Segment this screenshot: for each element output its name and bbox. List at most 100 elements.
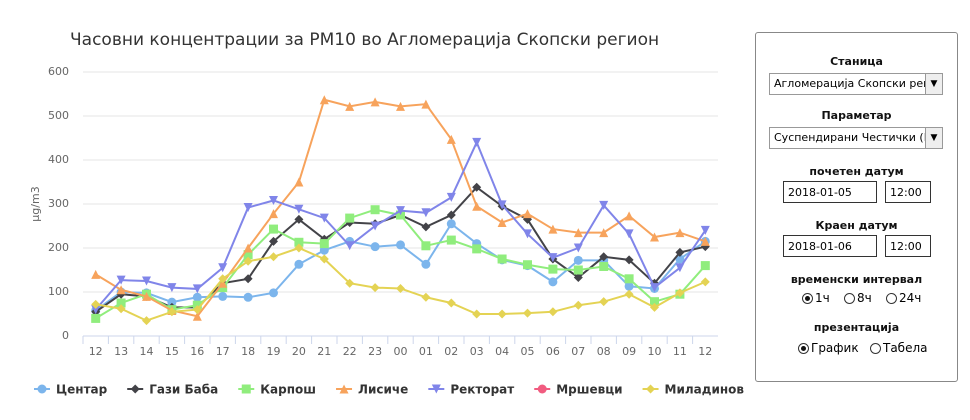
- data-point: [294, 214, 304, 224]
- y-tick-label: 500: [48, 109, 69, 122]
- start-label: почетен датум: [809, 165, 904, 178]
- data-point: [91, 269, 101, 279]
- data-point: [523, 209, 532, 219]
- data-point: [446, 210, 456, 220]
- data-point: [243, 292, 253, 302]
- y-tick-label: 100: [48, 285, 69, 298]
- data-point: [573, 300, 583, 310]
- data-point: [396, 206, 405, 216]
- data-point: [472, 182, 482, 192]
- x-tick-label: 12: [698, 345, 712, 358]
- station-select[interactable]: Агломерација Скопски регион ▼: [769, 73, 943, 95]
- y-tick-label: 600: [48, 65, 69, 78]
- data-point: [269, 209, 278, 219]
- legend-label: Гази Баба: [149, 383, 218, 397]
- legend-label: Лисиче: [358, 383, 408, 397]
- data-point: [446, 219, 456, 229]
- y-tick-label: 300: [48, 197, 69, 210]
- data-point: [142, 316, 151, 326]
- data-point: [243, 203, 253, 213]
- data-point: [675, 247, 685, 257]
- data-point: [624, 281, 634, 291]
- presentation-option[interactable]: Табела: [870, 341, 928, 355]
- x-tick-label: 15: [165, 345, 179, 358]
- series-line: [95, 185, 706, 313]
- legend-label: Мршевци: [556, 383, 622, 397]
- x-tick-label: 09: [622, 345, 636, 358]
- data-point: [675, 263, 685, 273]
- data-point: [650, 232, 659, 242]
- data-point: [624, 289, 634, 299]
- data-point: [421, 208, 431, 218]
- parameter-label: Параметар: [821, 109, 892, 122]
- data-point: [573, 272, 583, 282]
- data-point: [319, 213, 329, 223]
- data-point: [599, 200, 609, 210]
- data-point: [675, 288, 685, 298]
- start-date[interactable]: [783, 181, 877, 203]
- parameter-select[interactable]: Суспендирани Честички (PM10) ▼: [769, 127, 943, 149]
- data-point: [421, 99, 431, 109]
- data-point: [91, 305, 101, 315]
- dropdown-arrow: ▼: [925, 74, 942, 94]
- data-point: [370, 283, 380, 293]
- option-text: График: [811, 341, 859, 355]
- interval-option[interactable]: 1ч: [802, 291, 830, 305]
- option-text: 8ч: [857, 291, 872, 305]
- data-point: [624, 274, 634, 284]
- legend-marker: [537, 384, 547, 394]
- data-point: [548, 224, 558, 234]
- data-point: [446, 235, 456, 245]
- data-point: [142, 291, 151, 301]
- end-date[interactable]: [783, 235, 877, 257]
- x-tick-label: 07: [571, 345, 585, 358]
- data-point: [294, 259, 304, 269]
- x-tick-label: 06: [546, 345, 560, 358]
- data-point: [218, 274, 228, 284]
- data-point: [446, 298, 456, 308]
- option-text: Табела: [883, 341, 928, 355]
- series-line: [95, 222, 706, 312]
- legend-marker: [130, 384, 140, 394]
- interval-option[interactable]: 24ч: [886, 291, 921, 305]
- data-point: [192, 292, 202, 302]
- station-value: Агломерација Скопски регион: [774, 77, 943, 90]
- data-point: [319, 254, 329, 264]
- data-point: [599, 252, 609, 262]
- radio: [844, 292, 855, 304]
- data-point: [548, 264, 558, 274]
- x-tick-label: 14: [140, 345, 154, 358]
- data-point: [269, 252, 278, 262]
- data-point: [243, 250, 253, 260]
- end-time[interactable]: [885, 235, 931, 257]
- data-point: [243, 243, 253, 253]
- data-point: [599, 297, 609, 307]
- data-point: [243, 274, 253, 284]
- station-label: Станица: [830, 55, 883, 68]
- x-tick-label: 13: [114, 345, 128, 358]
- data-point: [700, 225, 710, 235]
- x-tick-label: 18: [241, 345, 255, 358]
- data-point: [91, 299, 101, 309]
- start-time[interactable]: [885, 181, 931, 203]
- data-point: [700, 277, 710, 287]
- radio: [802, 292, 813, 304]
- data-point: [650, 297, 659, 307]
- data-point: [446, 192, 456, 202]
- presentation-label: презентација: [813, 321, 900, 334]
- x-tick-label: 23: [368, 345, 382, 358]
- x-tick-label: 04: [495, 345, 509, 358]
- data-point: [396, 101, 405, 111]
- y-tick-label: 400: [48, 153, 69, 166]
- data-point: [421, 222, 431, 232]
- presentation-option[interactable]: График: [798, 341, 859, 355]
- data-point: [675, 228, 685, 238]
- data-point: [294, 243, 304, 253]
- x-tick-label: 02: [444, 345, 458, 358]
- data-point: [497, 254, 507, 264]
- interval-option[interactable]: 8ч: [844, 291, 872, 305]
- data-point: [294, 237, 304, 247]
- y-tick-label: 0: [62, 329, 69, 342]
- data-point: [294, 204, 304, 214]
